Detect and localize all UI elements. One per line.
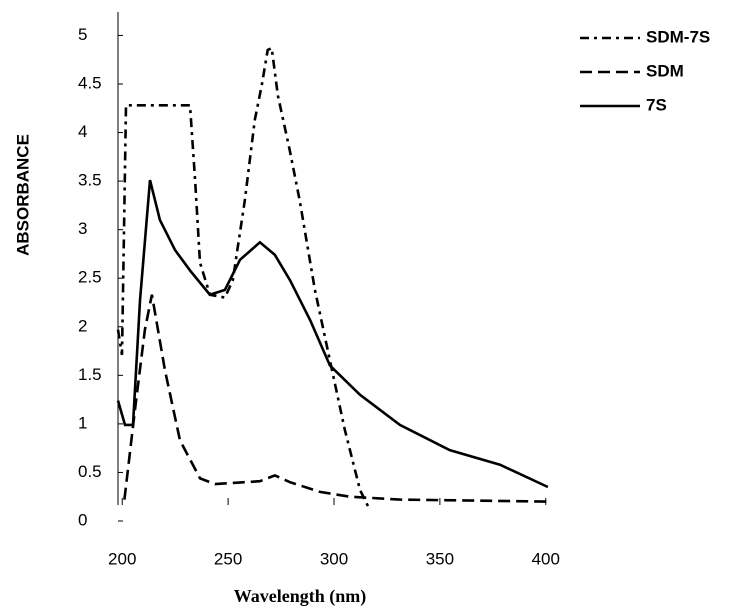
- y-axis-title: ABSORBANCE: [13, 134, 32, 256]
- y-tick-label: 0: [78, 510, 87, 529]
- legend-label: 7S: [646, 95, 667, 114]
- y-tick-label: 0.5: [78, 462, 102, 481]
- x-tick-label: 400: [532, 549, 560, 568]
- y-tick-label: 4: [78, 122, 87, 141]
- y-tick-label: 3.5: [78, 171, 102, 190]
- y-tick-label: 3: [78, 219, 87, 238]
- legend-label: SDM: [646, 61, 684, 80]
- y-tick-label: 1: [78, 413, 87, 432]
- series-line: [116, 46, 372, 511]
- x-tick-label: 300: [320, 549, 348, 568]
- legend-label: SDM-7S: [646, 27, 710, 46]
- y-tick-label: 2.5: [78, 268, 102, 287]
- y-tick-label: 1.5: [78, 365, 102, 384]
- x-tick-label: 350: [426, 549, 454, 568]
- y-tick-label: 4.5: [78, 73, 102, 92]
- series-line: [123, 294, 548, 503]
- x-tick-label: 250: [214, 549, 242, 568]
- y-tick-label: 2: [78, 316, 87, 335]
- series-line: [116, 179, 549, 489]
- x-tick-label: 200: [108, 549, 136, 568]
- y-tick-label: 5: [78, 25, 87, 44]
- x-axis-title: Wavelength (nm): [234, 586, 367, 607]
